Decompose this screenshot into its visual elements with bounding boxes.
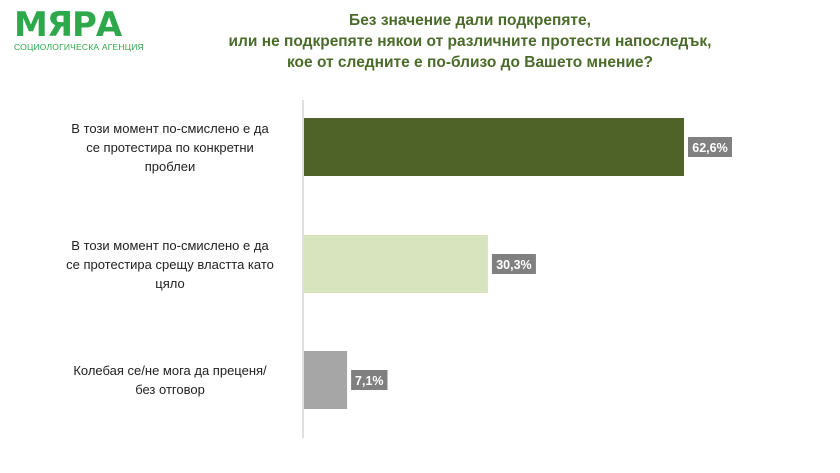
logo-name: МЯРА [14,5,122,45]
chart-title-line-1: Без значение дали подкрепяте, [349,12,591,29]
category-label-line: проблеи [144,158,196,174]
chart-title: Без значение дали подкрепяте, или не под… [150,10,790,73]
category-label-2: В този момент по-смислено е да се протест… [60,236,280,293]
category-label-line: В този момент по-смислено е да [71,120,269,136]
svg-text:62,6%: 62,6% [692,141,727,155]
category-label-line: цяло [155,275,185,291]
value-label-3: 7,1% [351,370,388,390]
category-label-3: Колебая се/не мога да преценя/без отгово… [60,361,280,399]
bar-2 [304,235,488,293]
category-label-1: В този момент по-смислено е да се протест… [60,119,280,176]
category-label-line: Колебая се/не мога да преценя/ [73,363,267,378]
category-label-line: се протестира по конкретни [86,139,254,155]
value-label-2: 30,3% [491,254,536,274]
category-label-line: се протестира срещу властта като [66,256,274,272]
category-label-line: без отговор [135,382,205,397]
chart-title-line-3: кое от следните е по-близо до Вашето мне… [287,54,653,71]
svg-text:7,1%: 7,1% [355,374,384,388]
chart-title-line-2: или не подкрепяте някои от различните пр… [228,33,712,50]
bar-3 [304,351,348,409]
category-label-line: В този момент по-смислено е да [71,237,269,253]
value-label-1: 62,6% [687,137,732,157]
logo-subtitle: СОЦИОЛОГИЧЕСКА АГЕНЦИЯ [14,42,144,52]
svg-text:30,3%: 30,3% [496,258,531,272]
bar-1 [304,118,684,176]
logo: МЯРА СОЦИОЛОГИЧЕСКА АГЕНЦИЯ [14,8,144,52]
